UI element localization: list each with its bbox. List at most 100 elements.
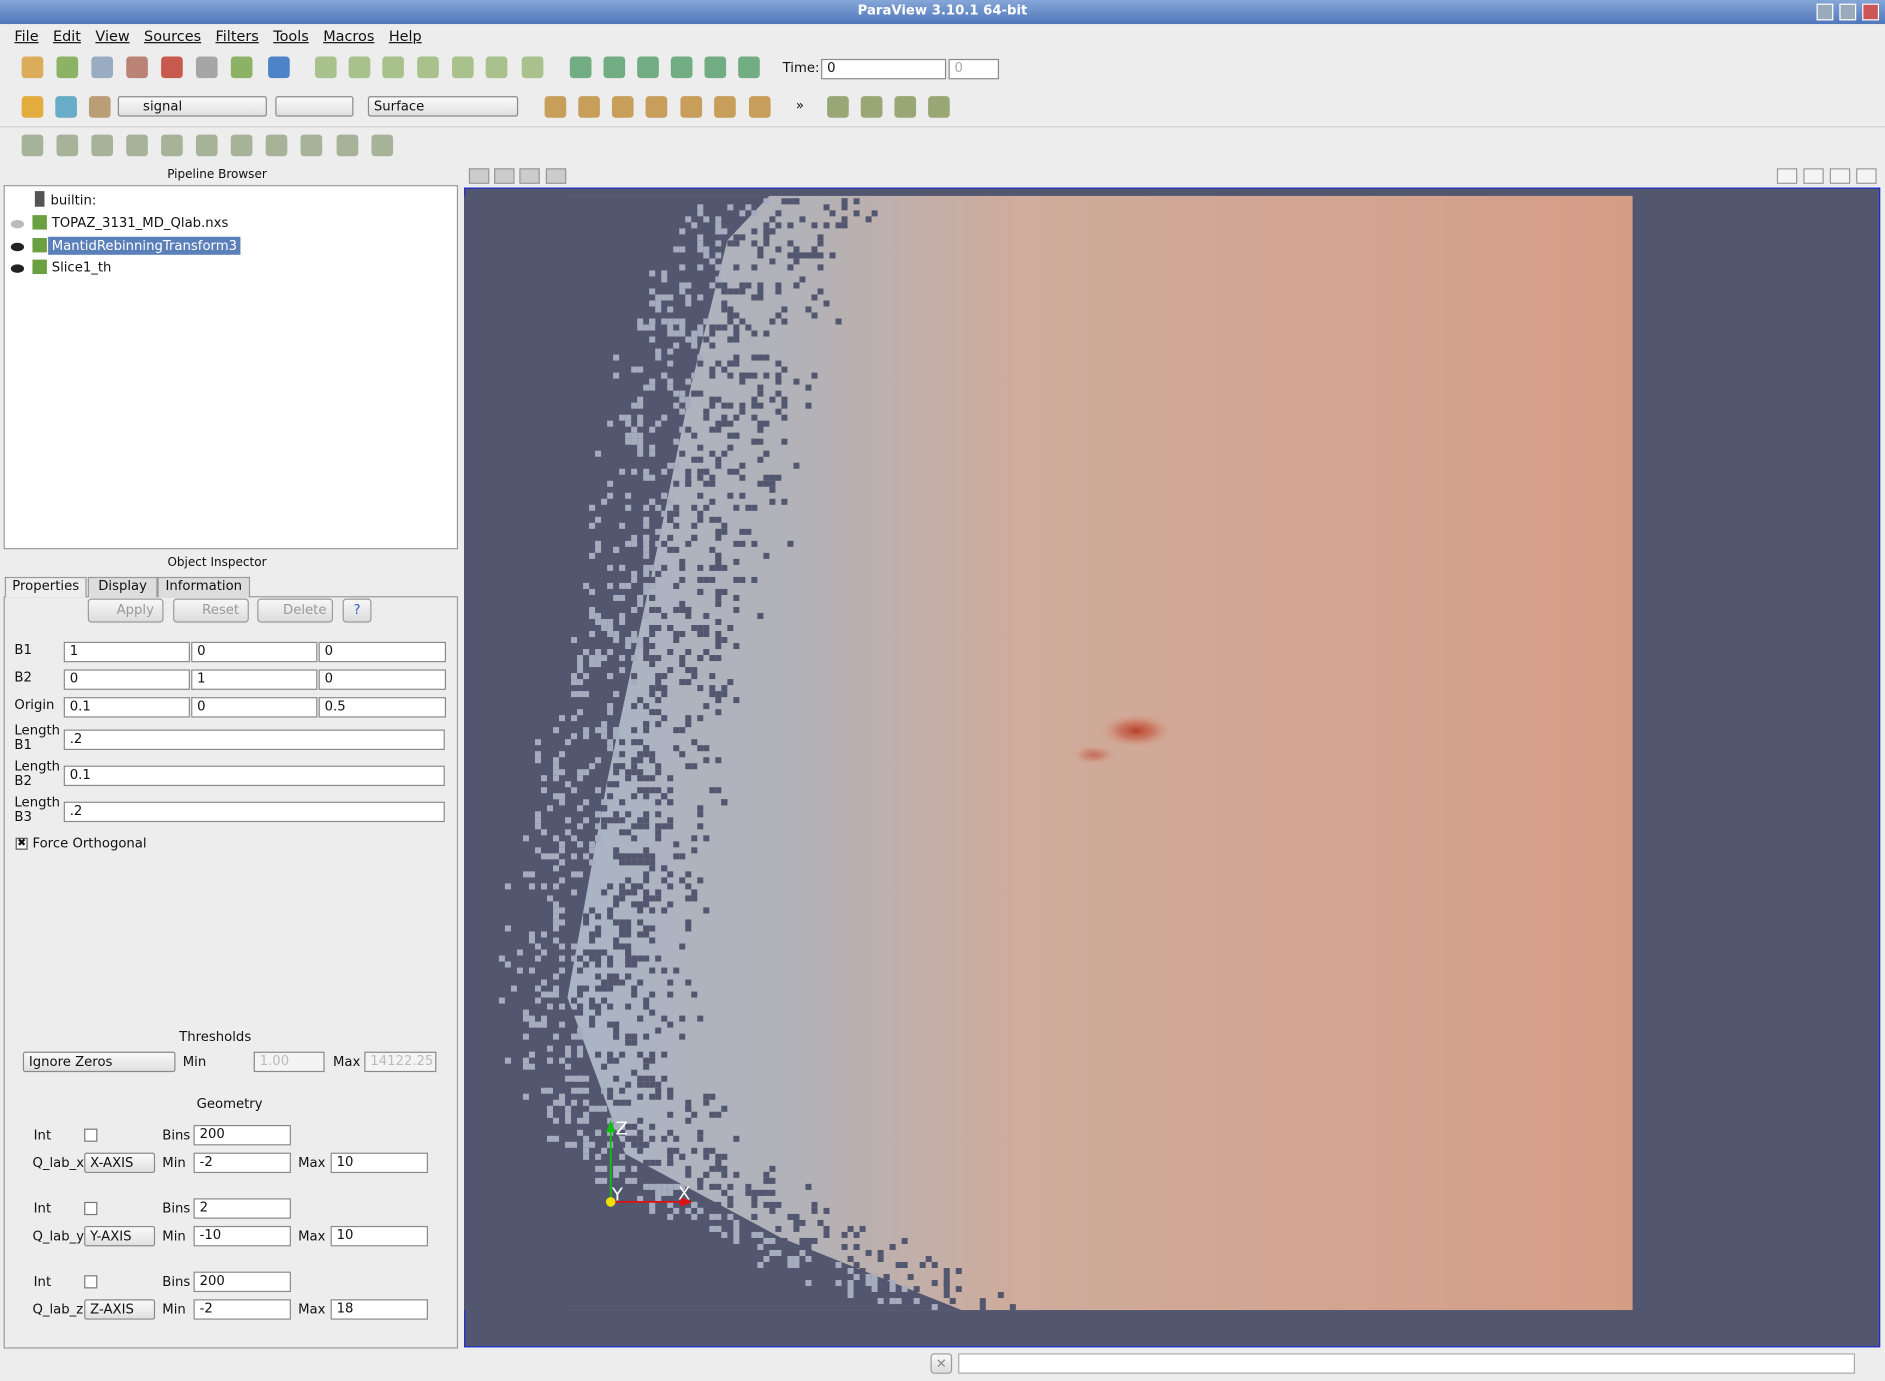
visibility-eye[interactable] xyxy=(10,264,25,273)
text-input[interactable]: 0 xyxy=(63,669,190,690)
toolbar-icon[interactable] xyxy=(738,56,760,79)
view-button[interactable] xyxy=(545,168,567,184)
toolbar-icon[interactable] xyxy=(637,56,659,79)
toolbar-icon[interactable] xyxy=(91,56,114,79)
action-button[interactable]: Apply xyxy=(87,598,164,623)
window-control[interactable] xyxy=(1816,3,1834,21)
toolbar-icon[interactable] xyxy=(21,134,44,157)
time-index[interactable]: 0 xyxy=(948,58,1000,80)
toolbar-icon[interactable] xyxy=(230,134,253,157)
bins-input[interactable]: 200 xyxy=(193,1271,291,1293)
action-button[interactable]: ? xyxy=(342,598,372,623)
threshold-mode[interactable]: Ignore Zeros xyxy=(22,1051,176,1073)
view-button[interactable] xyxy=(1803,168,1824,184)
toolbar-icon[interactable] xyxy=(56,56,79,79)
view-button[interactable] xyxy=(494,168,515,184)
toolbar-icon[interactable] xyxy=(126,56,148,79)
text-input[interactable]: 1 xyxy=(63,641,190,663)
view-button[interactable] xyxy=(519,168,540,184)
toolbar-icon[interactable] xyxy=(485,56,508,79)
text-input[interactable]: .2 xyxy=(63,729,445,750)
toolbar-icon[interactable] xyxy=(336,134,359,157)
min-input[interactable]: -10 xyxy=(193,1225,291,1247)
text-input[interactable]: 0 xyxy=(191,697,318,718)
toolbar-icon[interactable] xyxy=(714,96,736,118)
component-combo[interactable] xyxy=(275,96,354,117)
status-close[interactable]: ✕ xyxy=(930,1353,953,1374)
checkbox[interactable] xyxy=(84,1201,98,1216)
toolbar-icon[interactable] xyxy=(894,96,917,118)
toolbar-icon[interactable] xyxy=(195,134,218,157)
tab[interactable]: Display xyxy=(87,576,158,598)
action-button[interactable]: Delete xyxy=(257,598,334,623)
max-input[interactable]: 10 xyxy=(330,1152,428,1174)
text-input[interactable]: 0.1 xyxy=(63,697,190,718)
axis-combo[interactable]: X-AXIS xyxy=(84,1152,156,1174)
min-input[interactable]: -2 xyxy=(193,1299,291,1320)
max-input[interactable]: 10 xyxy=(330,1225,428,1247)
toolbar-icon[interactable] xyxy=(645,96,668,118)
toolbar-icon[interactable] xyxy=(21,96,44,118)
text-input[interactable]: 0 xyxy=(191,641,318,663)
visibility-eye[interactable] xyxy=(10,219,25,229)
action-button[interactable]: Reset xyxy=(173,598,249,623)
checkbox[interactable] xyxy=(84,1128,98,1142)
tree-root[interactable]: builtin: xyxy=(50,192,97,208)
window-control[interactable] xyxy=(1839,3,1857,21)
toolbar-icon[interactable] xyxy=(417,56,439,79)
array-combo[interactable]: signal xyxy=(117,96,267,117)
toolbar-icon[interactable] xyxy=(88,96,111,118)
toolbar-icon[interactable] xyxy=(382,56,404,79)
toolbar-icon[interactable] xyxy=(21,56,44,79)
axis-combo[interactable]: Y-AXIS xyxy=(84,1225,156,1247)
toolbar-icon[interactable] xyxy=(161,56,183,79)
toolbar-icon[interactable] xyxy=(55,96,77,118)
toolbar-icon[interactable] xyxy=(371,134,394,157)
toolbar-icon[interactable] xyxy=(126,134,148,157)
menu-item[interactable]: Sources xyxy=(144,27,202,45)
menu-item[interactable]: View xyxy=(95,27,130,45)
text-input[interactable]: 1 xyxy=(191,669,318,690)
checkbox[interactable] xyxy=(84,1275,98,1289)
view-button[interactable] xyxy=(468,168,490,184)
pipeline-item[interactable]: TOPAZ_3131_MD_Qlab.nxs xyxy=(51,215,229,231)
toolbar-icon[interactable] xyxy=(827,96,849,118)
text-input[interactable]: 0 xyxy=(318,669,447,690)
max-input[interactable]: 18 xyxy=(330,1299,428,1320)
toolbar-icon[interactable] xyxy=(195,56,218,79)
threshold-max[interactable]: 14122.25 xyxy=(364,1051,437,1073)
visibility-eye[interactable] xyxy=(10,242,25,251)
view-button[interactable] xyxy=(1856,168,1877,184)
toolbar-icon[interactable] xyxy=(748,96,771,118)
toolbar-icon[interactable] xyxy=(544,96,567,118)
menu-item[interactable]: Filters xyxy=(215,27,259,45)
bins-input[interactable]: 200 xyxy=(193,1124,291,1146)
text-input[interactable]: 0 xyxy=(318,641,447,663)
representation-combo[interactable]: Surface xyxy=(367,96,519,117)
toolbar-icon[interactable] xyxy=(56,134,79,157)
text-input[interactable]: 0.5 xyxy=(318,697,447,718)
toolbar-icon[interactable] xyxy=(268,56,290,79)
menu-item[interactable]: File xyxy=(14,27,39,45)
toolbar-icon[interactable] xyxy=(928,96,950,118)
text-input[interactable]: .2 xyxy=(63,801,445,823)
menu-item[interactable]: Tools xyxy=(273,27,309,45)
toolbar-icon[interactable] xyxy=(300,134,323,157)
time-input[interactable]: 0 xyxy=(821,58,947,80)
toolbar-icon[interactable] xyxy=(452,56,474,79)
axis-combo[interactable]: Z-AXIS xyxy=(84,1299,156,1320)
toolbar-icon[interactable] xyxy=(680,96,703,118)
window-control[interactable] xyxy=(1862,3,1880,21)
text-input[interactable]: 0.1 xyxy=(63,765,445,787)
menu-item[interactable]: Macros xyxy=(323,27,375,45)
pipeline-item[interactable]: MantidRebinningTransform3 xyxy=(48,236,241,255)
toolbar-icon[interactable] xyxy=(670,56,693,79)
view-button[interactable] xyxy=(1829,168,1851,184)
checkbox-label[interactable]: Force Orthogonal xyxy=(32,835,147,851)
toolbar-icon[interactable] xyxy=(578,96,600,118)
min-input[interactable]: -2 xyxy=(193,1152,291,1174)
toolbar-overflow[interactable]: » xyxy=(795,97,804,113)
toolbar-icon[interactable] xyxy=(161,134,183,157)
tab[interactable]: Properties xyxy=(4,576,87,598)
menu-item[interactable]: Edit xyxy=(53,27,81,45)
